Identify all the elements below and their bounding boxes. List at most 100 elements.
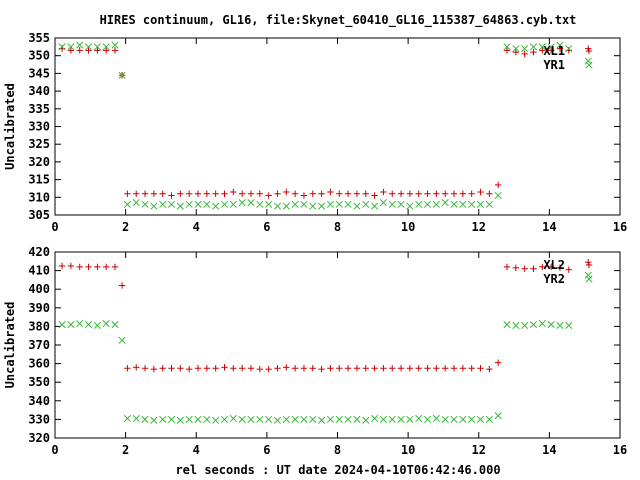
plus-marker [194, 190, 202, 197]
cross-marker [326, 200, 334, 208]
plus-marker [344, 365, 352, 372]
plus-marker [336, 365, 343, 372]
x-tick-label: 6 [263, 220, 270, 234]
cross-marker [353, 202, 361, 210]
cross-marker [344, 200, 352, 208]
cross-marker [441, 199, 449, 207]
cross-marker [67, 43, 75, 51]
cross-marker [415, 200, 423, 208]
legend-label: XL1 [543, 44, 565, 58]
plus-marker [274, 365, 281, 372]
plus-marker [415, 190, 422, 197]
y-tick-label: 345 [28, 66, 50, 80]
y-tick-label: 350 [28, 49, 50, 63]
plus-marker [389, 365, 396, 372]
cross-marker [282, 202, 290, 210]
cross-marker [256, 200, 264, 208]
plus-marker [94, 263, 101, 271]
plus-marker [221, 364, 228, 371]
plus-marker [212, 365, 219, 372]
x-tick-label: 12 [472, 220, 486, 234]
plus-marker [450, 365, 458, 372]
cross-marker [176, 202, 184, 210]
cross-marker [371, 202, 379, 210]
cross-marker [335, 200, 343, 208]
y-axis-label: Uncalibrated [3, 302, 17, 389]
cross-marker [76, 41, 84, 49]
cross-marker [118, 71, 126, 79]
plus-marker [486, 365, 493, 373]
cross-marker [247, 415, 255, 423]
y-tick-label: 420 [28, 245, 50, 259]
y-tick-label: 330 [28, 412, 50, 426]
plus-marker [309, 365, 316, 372]
cross-marker [494, 412, 502, 420]
plus-marker [336, 190, 343, 197]
plus-marker [159, 365, 166, 372]
x-tick-label: 14 [542, 220, 556, 234]
cross-marker [476, 200, 485, 208]
plus-marker [103, 263, 110, 271]
plus-marker [238, 190, 246, 197]
plus-marker [539, 263, 546, 271]
cross-marker [397, 200, 405, 208]
plus-marker [442, 365, 449, 372]
plus-marker [547, 47, 555, 54]
cross-marker [84, 320, 93, 329]
cross-marker [468, 415, 476, 423]
plus-marker [168, 365, 175, 372]
plus-marker [556, 264, 564, 272]
plus-marker [133, 364, 140, 371]
plus-marker [256, 365, 264, 373]
plus-marker [203, 190, 211, 197]
cross-marker [379, 199, 387, 207]
plus-marker [327, 188, 334, 196]
cross-marker [141, 200, 149, 208]
plus-marker [468, 365, 475, 372]
cross-marker [538, 43, 546, 51]
cross-marker [300, 415, 308, 423]
plus-marker [230, 365, 237, 372]
cross-marker [212, 202, 220, 210]
y-tick-label: 400 [28, 282, 50, 296]
cross-marker [132, 414, 140, 423]
cross-marker [203, 200, 211, 208]
y-tick-label: 320 [28, 155, 50, 169]
plus-marker [442, 190, 449, 197]
cross-marker [291, 415, 299, 423]
cross-marker [529, 43, 538, 51]
plus-marker [344, 190, 352, 197]
plus-marker [141, 190, 149, 197]
cross-marker [503, 320, 511, 329]
cross-marker [102, 320, 110, 328]
plus-marker [85, 263, 92, 271]
cross-marker [468, 200, 476, 208]
cross-marker [344, 415, 352, 423]
cross-marker [556, 41, 564, 49]
cross-marker [273, 202, 282, 210]
cross-marker [238, 415, 246, 423]
cross-marker [565, 45, 573, 53]
legend-marker [585, 275, 593, 283]
plus-marker [291, 190, 299, 197]
cross-marker [159, 200, 167, 208]
plus-marker [150, 190, 158, 197]
y-tick-label: 320 [28, 431, 50, 445]
cross-marker [521, 45, 529, 53]
cross-marker [111, 320, 119, 329]
plus-marker [177, 365, 184, 372]
cross-marker [450, 415, 458, 423]
cross-marker [565, 321, 573, 330]
cross-marker [273, 416, 282, 424]
plus-marker [585, 259, 592, 266]
cross-marker [450, 200, 458, 208]
plus-marker [318, 190, 325, 197]
cross-marker [459, 200, 467, 208]
x-tick-label: 2 [122, 443, 129, 457]
cross-marker [84, 43, 93, 51]
x-tick-label: 6 [263, 443, 270, 457]
x-tick-label: 0 [51, 220, 58, 234]
plus-marker [380, 365, 387, 372]
plus-marker [111, 263, 119, 271]
